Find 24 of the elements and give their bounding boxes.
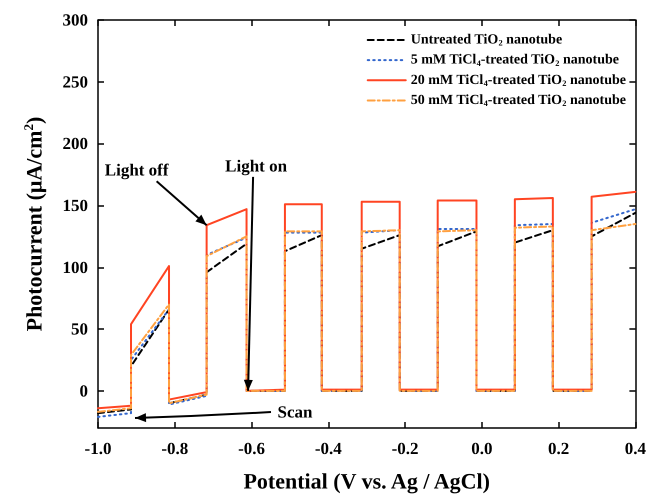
x-tick-label: -0.8 xyxy=(161,439,188,458)
legend-label: 50 mM TiCl4-treated TiO2 nanotube xyxy=(410,92,626,108)
x-tick-label: -0.4 xyxy=(314,439,342,458)
x-tick-label: 0.2 xyxy=(548,439,570,458)
legend-label: Untreated TiO2 nanotube xyxy=(410,32,562,48)
x-axis-title: Potential (V vs. Ag / AgCl) xyxy=(243,468,490,494)
y-tick-label: 0 xyxy=(80,381,88,400)
y-tick-label: 50 xyxy=(71,320,88,339)
annotation: Light off xyxy=(104,160,169,180)
y-tick-label: 200 xyxy=(62,134,88,154)
x-tick-label: -0.6 xyxy=(238,439,265,458)
y-tick-label: 250 xyxy=(62,72,88,92)
annotation: Scan xyxy=(278,402,314,422)
y-axis-title: Photocurrent (μA/cm2) xyxy=(21,116,46,332)
x-tick-label: 0.0 xyxy=(471,439,492,458)
x-tick-label: -0.2 xyxy=(392,439,419,458)
x-tick-label: 0.4 xyxy=(624,439,646,458)
y-tick-label: 150 xyxy=(62,196,88,215)
legend-label: 20 mM TiCl4-treated TiO2 nanotube xyxy=(410,72,626,88)
y-tick-label: 300 xyxy=(62,10,88,30)
legend-label: 5 mM TiCl4-treated TiO2 nanotube xyxy=(410,52,620,68)
y-tick-label: 100 xyxy=(62,258,88,277)
x-tick-label: -1.0 xyxy=(84,439,112,458)
annotation: Light on xyxy=(225,156,288,176)
